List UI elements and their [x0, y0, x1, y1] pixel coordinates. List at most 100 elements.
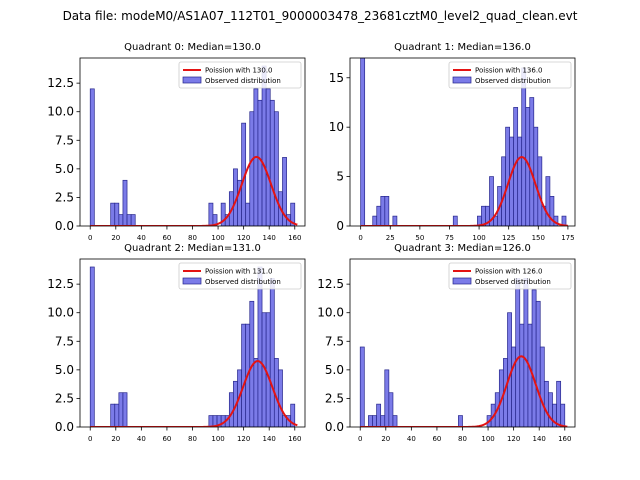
quadrant-3-bar — [368, 415, 373, 427]
quadrant-1-bar — [372, 215, 378, 226]
quadrant-1-xtick-label: 75 — [445, 234, 454, 242]
quadrant-2-ytick-label: 5.0 — [55, 363, 74, 377]
quadrant-2-legend: Poission with 131.0 Observed distribution — [178, 262, 302, 290]
quadrant-2-xtick-label: 40 — [137, 435, 146, 443]
quadrant-0-bar — [273, 111, 279, 226]
quadrant-1-bar — [392, 215, 398, 226]
quadrant-2-xtick-label: 80 — [188, 435, 197, 443]
quadrant-3-bar — [388, 392, 394, 427]
quadrant-1-legend-box — [448, 61, 572, 89]
quadrant-0-bar — [290, 202, 296, 226]
quadrant-2-ytick-label: 10.0 — [47, 306, 74, 320]
quadrant-1-chart: Quadrant 1: Median=136.00 25 50 75 100 125 150… — [329, 42, 576, 242]
quadrant-3-legend-bar-swatch — [452, 277, 472, 285]
quadrant-0-ytick-label: 12.5 — [47, 76, 74, 90]
quadrant-0-xtick-label: 160 — [288, 234, 301, 242]
quadrant-3-ytick-label: 10.0 — [317, 306, 344, 320]
quadrant-3-bar — [384, 369, 390, 427]
quadrant-1-bar — [452, 215, 458, 226]
quadrant-2-xtick-label: 140 — [263, 435, 276, 443]
quadrant-0-bar — [212, 214, 218, 226]
quadrant-2-bar — [269, 278, 275, 427]
quadrant-2-ytick-label: 0.0 — [55, 420, 74, 434]
quadrant-2-ytick-label: 12.5 — [47, 277, 74, 291]
quadrant-0-xtick-label: 140 — [263, 234, 276, 242]
quadrant-0-xtick-label: 20 — [111, 234, 120, 242]
quadrant-3-title: Quadrant 3: Median=126.0 — [394, 243, 531, 254]
quadrant-2-xtick-label: 60 — [162, 435, 171, 443]
quadrant-1-ytick-label: 15 — [329, 71, 344, 85]
quadrant-1-bar — [517, 136, 523, 226]
quadrant-1-legend-poisson-label: Poission with 136.0 — [475, 67, 543, 75]
quadrant-1-bar — [509, 136, 515, 226]
quadrant-3-bar — [376, 403, 382, 427]
quadrant-3-xtick-label: 80 — [458, 435, 467, 443]
quadrant-1-bar — [521, 67, 527, 226]
quadrant-2-bar — [241, 323, 247, 427]
quadrant-2-xtick-label: 0 — [88, 435, 92, 443]
quadrant-1-ytick-label: 0 — [336, 219, 344, 233]
quadrant-1-bar — [384, 196, 390, 226]
quadrant-0-legend-bar-swatch — [182, 76, 202, 84]
quadrant-3-bar — [511, 346, 517, 427]
quadrant-1-legend-bar-swatch — [452, 76, 472, 84]
quadrant-1-ytick-label: 10 — [329, 120, 344, 134]
quadrant-3-legend: Poission with 126.0 Observed distribution — [448, 262, 572, 290]
quadrant-1-xtick-label: 125 — [502, 234, 515, 242]
quadrant-0-xtick-label: 40 — [137, 234, 146, 242]
quadrant-0-bar — [269, 99, 275, 226]
quadrant-3-ytick-label: 5.0 — [325, 363, 344, 377]
quadrant-0-bar — [265, 88, 271, 226]
quadrant-2-bar — [208, 415, 214, 427]
quadrant-1-xtick-label: 150 — [532, 234, 545, 242]
quadrant-3-legend-box — [448, 262, 572, 290]
quadrant-0-xtick-label: 60 — [162, 234, 171, 242]
quadrant-2-bar — [89, 266, 95, 427]
quadrant-3-xtick-label: 0 — [358, 435, 362, 443]
quadrant-0-ytick-label: 10.0 — [47, 105, 74, 119]
quadrant-0-xtick-label: 0 — [88, 234, 92, 242]
quadrant-3-bar — [539, 346, 545, 427]
quadrant-3-ytick-label: 0.0 — [325, 420, 344, 434]
quadrant-3-ytick-label: 7.5 — [325, 334, 344, 348]
quadrant-2-legend-observed-label: Observed distribution — [205, 278, 281, 286]
quadrant-2-bar — [253, 358, 259, 427]
quadrant-1-xtick-label: 100 — [472, 234, 485, 242]
quadrant-1-bar — [545, 176, 551, 226]
quadrant-0-ytick-label: 2.5 — [55, 190, 74, 204]
quadrant-1-legend: Poission with 136.0 Observed distribution — [448, 61, 572, 89]
quadrant-0-bar — [110, 202, 116, 226]
quadrant-2-bar — [257, 266, 263, 427]
quadrant-3-xtick-label: 160 — [558, 435, 571, 443]
quadrant-2-title: Quadrant 2: Median=131.0 — [124, 243, 261, 254]
quadrant-2-poisson-curve — [90, 360, 298, 427]
quadrant-2-legend-box — [178, 262, 302, 290]
quadrant-2-bar — [265, 312, 271, 427]
quadrant-3-xtick-label: 40 — [407, 435, 416, 443]
quadrant-3-bar — [548, 392, 553, 427]
quadrant-3-bar — [458, 415, 463, 427]
quadrant-1-title: Quadrant 1: Median=136.0 — [394, 42, 531, 53]
quadrant-0-bar — [118, 214, 124, 226]
quadrant-3-legend-poisson-label: Poission with 126.0 — [475, 268, 543, 276]
quadrant-1-bar — [360, 58, 366, 226]
quadrant-0-bar — [261, 65, 267, 226]
quadrant-3-ytick-label: 12.5 — [317, 277, 344, 291]
figure-suptitle: Data file: modeM0/AS1A07_112T01_90000034… — [63, 9, 578, 23]
quadrant-2-chart: Quadrant 2: Median=131.0 0 20 40 60 80 100 120 1… — [47, 243, 306, 443]
quadrant-1-ytick-label: 5 — [336, 170, 344, 184]
quadrant-3-legend-observed-label: Observed distribution — [475, 278, 551, 286]
quadrant-0-legend-poisson-label: Poission with 130.0 — [205, 67, 273, 75]
quadrant-3-xtick-label: 140 — [533, 435, 546, 443]
quadrant-3-bar — [560, 403, 566, 427]
quadrant-3-bar — [519, 323, 525, 427]
quadrant-2-bar — [110, 403, 116, 427]
quadrant-0-bar — [130, 214, 136, 226]
quadrant-1-bar — [529, 97, 535, 226]
quadrant-3-xtick-label: 60 — [432, 435, 441, 443]
quadrant-2-ytick-label: 7.5 — [55, 334, 74, 348]
quadrant-0-ytick-label: 0.0 — [55, 219, 74, 233]
quadrant-3-bar — [543, 380, 549, 427]
quadrant-0-xtick-label: 100 — [211, 234, 224, 242]
